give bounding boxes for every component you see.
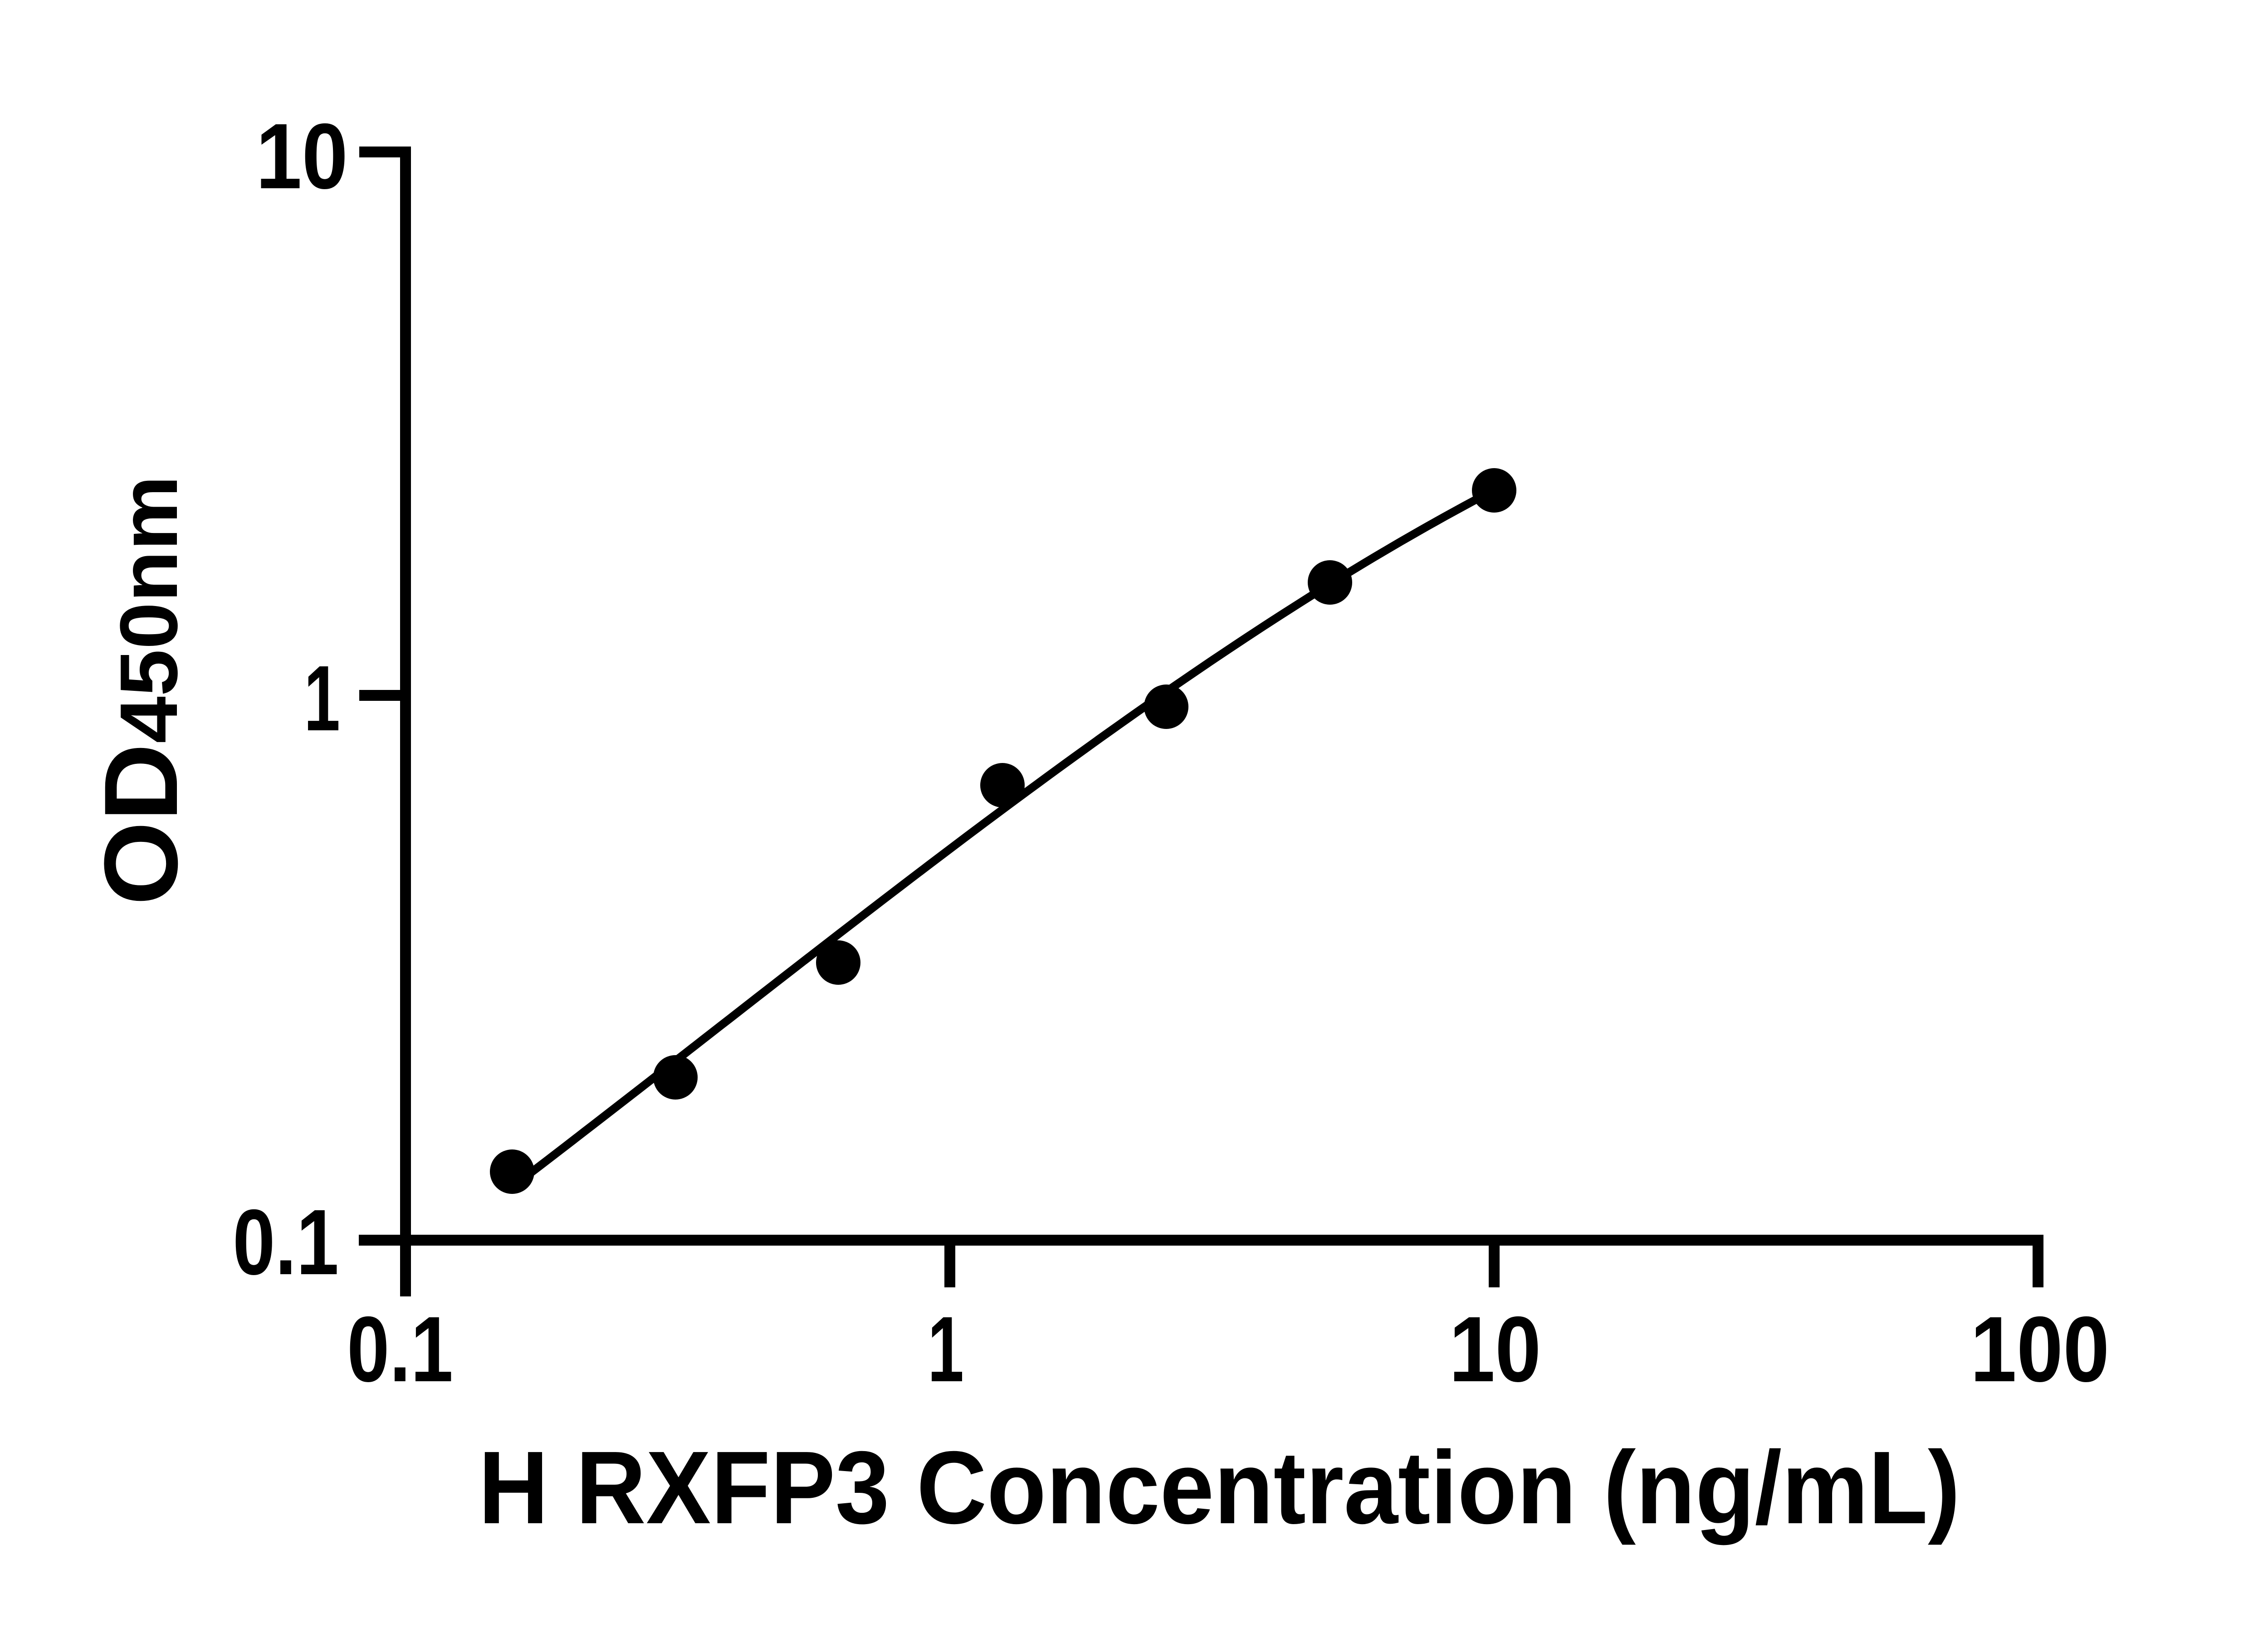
svg-text:1: 1 <box>304 646 340 750</box>
svg-text:1: 1 <box>928 1297 964 1401</box>
svg-text:0.1: 0.1 <box>347 1297 453 1401</box>
svg-text:10: 10 <box>256 104 348 208</box>
svg-text:10: 10 <box>1449 1297 1541 1401</box>
svg-text:H RXFP3 Concentration (ng/mL): H RXFP3 Concentration (ng/mL) <box>479 1430 1960 1545</box>
svg-text:OD450nm: OD450nm <box>83 475 199 905</box>
svg-text:0.1: 0.1 <box>233 1190 339 1294</box>
svg-text:100: 100 <box>1970 1297 2110 1401</box>
